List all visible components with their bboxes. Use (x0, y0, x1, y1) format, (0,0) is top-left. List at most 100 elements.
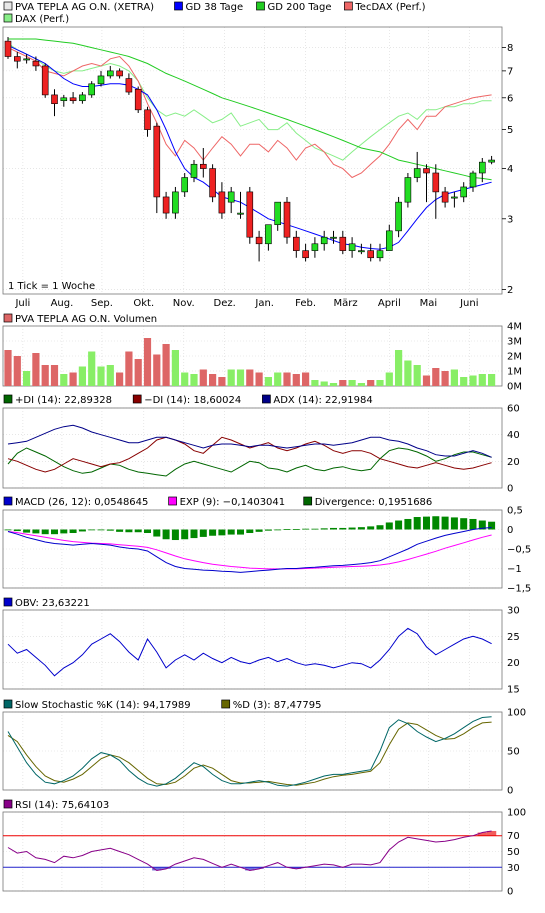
divergence-bar (292, 529, 300, 530)
volume-bar (162, 344, 170, 386)
divergence-bar (357, 527, 365, 530)
legend-label: EXP (9): −0,1403041 (180, 497, 286, 508)
divergence-bar (339, 527, 347, 530)
y-tick-label: −1,5 (507, 584, 531, 595)
divergence-bar (32, 529, 40, 534)
candle-body (32, 60, 40, 67)
candle-body (367, 250, 375, 259)
tick-annotation: 1 Tick = 1 Woche (8, 281, 95, 292)
volume-bar (404, 360, 412, 386)
rsi-oversold-fill (254, 867, 264, 869)
legend-label: DAX (Perf.) (15, 14, 69, 25)
legend-label: ADX (14): 22,91984 (273, 395, 372, 406)
candle-body (255, 236, 263, 245)
y-tick-label: 0,5 (507, 506, 523, 517)
legend-label: GD 38 Tage (186, 2, 244, 13)
legend-label: OBV: 23,63221 (15, 598, 90, 609)
x-tick-label: Juli (14, 298, 30, 309)
candle-body (302, 250, 309, 259)
obv-line (7, 627, 492, 677)
y-tick-label: 40 (507, 430, 520, 441)
divergence-bar (264, 529, 272, 531)
divergence-bar (13, 529, 21, 532)
volume-bar (357, 383, 365, 386)
divergence-bar (88, 529, 96, 531)
legend-label: GD 200 Tage (268, 2, 332, 13)
legend-label: PVA TEPLA AG O.N. (XETRA) (15, 2, 154, 13)
x-tick-label: Sep. (91, 298, 113, 309)
panel-frame (2, 509, 503, 589)
divergence-bar (404, 518, 412, 530)
divergence-bar (274, 529, 282, 531)
divergence-bar (413, 517, 421, 530)
y-tick-label: 3 (507, 214, 513, 225)
legend-label: %D (3): 87,47795 (233, 700, 322, 711)
volume-bar (32, 353, 40, 386)
legend-swatch (3, 799, 13, 809)
macd-exp-line (7, 531, 492, 570)
candle-body (162, 196, 170, 214)
candle-body (200, 163, 207, 169)
candle-body (385, 230, 393, 251)
volume-title: PVA TEPLA AG O.N. Volumen (15, 314, 157, 325)
gd200-line (8, 38, 492, 181)
candle-body (88, 83, 95, 96)
divergence-bar (218, 529, 226, 536)
y-tick-label: 20 (507, 457, 520, 468)
y-tick-label: 50 (507, 747, 520, 758)
candle-body (51, 94, 58, 105)
candle-body (181, 177, 188, 193)
volume-bar (348, 380, 356, 386)
candle-body (404, 177, 412, 203)
minus-di-line (7, 436, 492, 473)
volume-bar (395, 350, 403, 386)
legend-swatch (3, 13, 13, 23)
rsi-panel: RSI (14): 75,64103 0 30 50 70 100 (2, 799, 526, 898)
divergence-bar (478, 520, 486, 530)
divergence-bar (78, 529, 86, 532)
candle-body (348, 243, 356, 251)
divergence-bar (51, 529, 58, 535)
volume-bar (97, 366, 105, 386)
volume-bar (190, 374, 198, 386)
candle-body (41, 65, 49, 96)
volume-bar (255, 372, 263, 386)
volume-bar (171, 350, 179, 386)
candle-body (69, 97, 77, 102)
volume-bar (23, 371, 31, 386)
candle-body (246, 191, 254, 238)
candle-body (237, 212, 244, 215)
candle-body (432, 172, 440, 193)
y-tick-label: 0M (507, 382, 522, 393)
divergence-bar (441, 516, 449, 530)
y-tick-label: 100 (507, 708, 526, 719)
x-tick-label: Okt. (133, 298, 154, 309)
candle-body (441, 191, 449, 203)
candle-body (14, 56, 21, 62)
x-tick-label: Juni (459, 298, 478, 309)
y-tick-label: 20 (507, 658, 520, 669)
candle-body (413, 168, 421, 178)
candle-body (460, 186, 468, 198)
divergence-bar (106, 529, 114, 531)
y-tick-label: 30 (507, 606, 520, 617)
divergence-bar (367, 526, 375, 530)
legend-swatch (256, 1, 265, 11)
volume-bar (320, 381, 328, 386)
rsi-overbought-fill (486, 830, 497, 836)
volume-bar (311, 380, 319, 386)
panel-frame (2, 811, 503, 892)
panel-frame (2, 711, 503, 791)
volume-bar (134, 359, 142, 386)
volume-bar (13, 356, 21, 386)
x-tick-label: März (334, 298, 358, 309)
candle-body (423, 168, 430, 174)
legend-label: RSI (14): 75,64103 (15, 800, 109, 811)
candle-body (265, 224, 272, 245)
volume-bar (69, 372, 77, 386)
macd-panel: MACD (26, 12): 0,0548645 EXP (9): −0,1403… (2, 496, 531, 595)
legend-label: MACD (26, 12): 0,0548645 (15, 497, 148, 508)
x-tick-label: Dez. (214, 298, 236, 309)
legend-swatch (3, 313, 13, 323)
divergence-bar (330, 527, 337, 530)
